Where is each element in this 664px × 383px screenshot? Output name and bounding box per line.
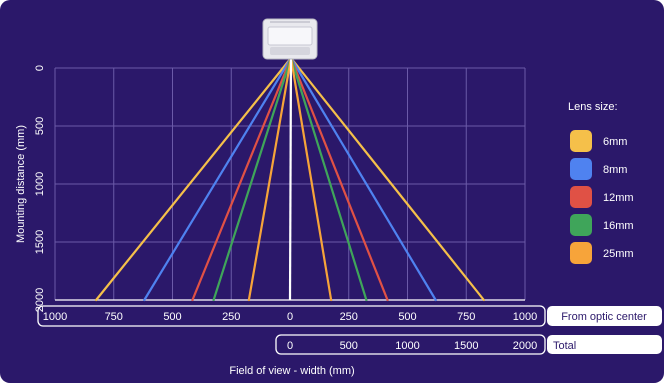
- x-tick-label-from-center: 1000: [513, 311, 537, 323]
- x-axis-from-center-label-box: From optic center: [547, 306, 662, 326]
- center-line: [288, 57, 293, 301]
- legend-swatch-12mm: [570, 186, 592, 208]
- x-tick-label-total: 0: [287, 340, 293, 352]
- x-tick-label-from-center: 750: [457, 311, 475, 323]
- series-line-8mm-left: [143, 56, 293, 302]
- camera-icon: [262, 18, 318, 60]
- x-tick-label-from-center: 500: [398, 311, 416, 323]
- x-axis-total: 0 500 1000 1500 2000: [275, 334, 546, 355]
- legend-swatch-6mm: [570, 130, 592, 152]
- x-tick-label-from-center: 500: [163, 311, 181, 323]
- series-line-6mm-right: [289, 56, 485, 302]
- x-tick-label-from-center: 250: [340, 311, 358, 323]
- x-axis-from-center-label: From optic center: [561, 311, 647, 323]
- y-tick-label: 1000: [34, 172, 46, 196]
- y-axis-ticks: 0 500 1000 1500 2000: [34, 65, 46, 312]
- series-lines: [95, 56, 485, 302]
- x-tick-label-from-center: 1000: [43, 311, 67, 323]
- x-ticks-total: 0 500 1000 1500 2000: [287, 340, 537, 352]
- series-line-25mm-right: [289, 56, 333, 302]
- x-tick-label-total: 500: [340, 340, 358, 352]
- series-line-12mm-left: [191, 56, 293, 302]
- y-tick-label: 2000: [34, 288, 46, 312]
- x-axis-title: Field of view - width (mm): [229, 365, 354, 377]
- legend-label-8mm: 8mm: [603, 164, 627, 176]
- series-line-25mm-left: [247, 56, 293, 302]
- x-axis-total-label-box: Total: [547, 335, 662, 354]
- legend-label-16mm: 16mm: [603, 220, 634, 232]
- y-axis-label: Mounting distance (mm): [15, 125, 27, 243]
- legend-label-12mm: 12mm: [603, 192, 634, 204]
- series-line-12mm-right: [289, 56, 389, 302]
- legend: Lens size: 6mm 8mm 12mm 16mm 25mm: [568, 101, 634, 264]
- x-axis-total-label: Total: [553, 340, 576, 352]
- legend-swatch-25mm: [570, 242, 592, 264]
- x-tick-label-from-center: 250: [222, 311, 240, 323]
- x-tick-label-total: 1500: [454, 340, 478, 352]
- legend-title: Lens size:: [568, 101, 618, 113]
- y-tick-label: 0: [34, 65, 46, 71]
- x-tick-label-from-center: 0: [287, 311, 293, 323]
- series-line-6mm-left: [95, 56, 293, 302]
- x-axis-from-center: 1000 750 500 250 0 250 500 750 1000: [37, 305, 546, 327]
- legend-swatch-8mm: [570, 158, 592, 180]
- x-ticks-from-center: 1000 750 500 250 0 250 500 750 1000: [43, 311, 537, 323]
- series-line-8mm-right: [289, 56, 437, 302]
- x-tick-label-total: 2000: [513, 340, 537, 352]
- series-line-16mm-left: [212, 56, 293, 302]
- x-tick-label-total: 1000: [395, 340, 419, 352]
- legend-items: 6mm 8mm 12mm 16mm 25mm: [570, 130, 634, 264]
- y-tick-label: 1500: [34, 230, 46, 254]
- legend-swatch-16mm: [570, 214, 592, 236]
- y-tick-label: 500: [34, 117, 46, 135]
- x-tick-label-from-center: 750: [105, 311, 123, 323]
- legend-label-6mm: 6mm: [603, 136, 627, 148]
- series-line-16mm-right: [289, 56, 368, 302]
- legend-label-25mm: 25mm: [603, 248, 634, 260]
